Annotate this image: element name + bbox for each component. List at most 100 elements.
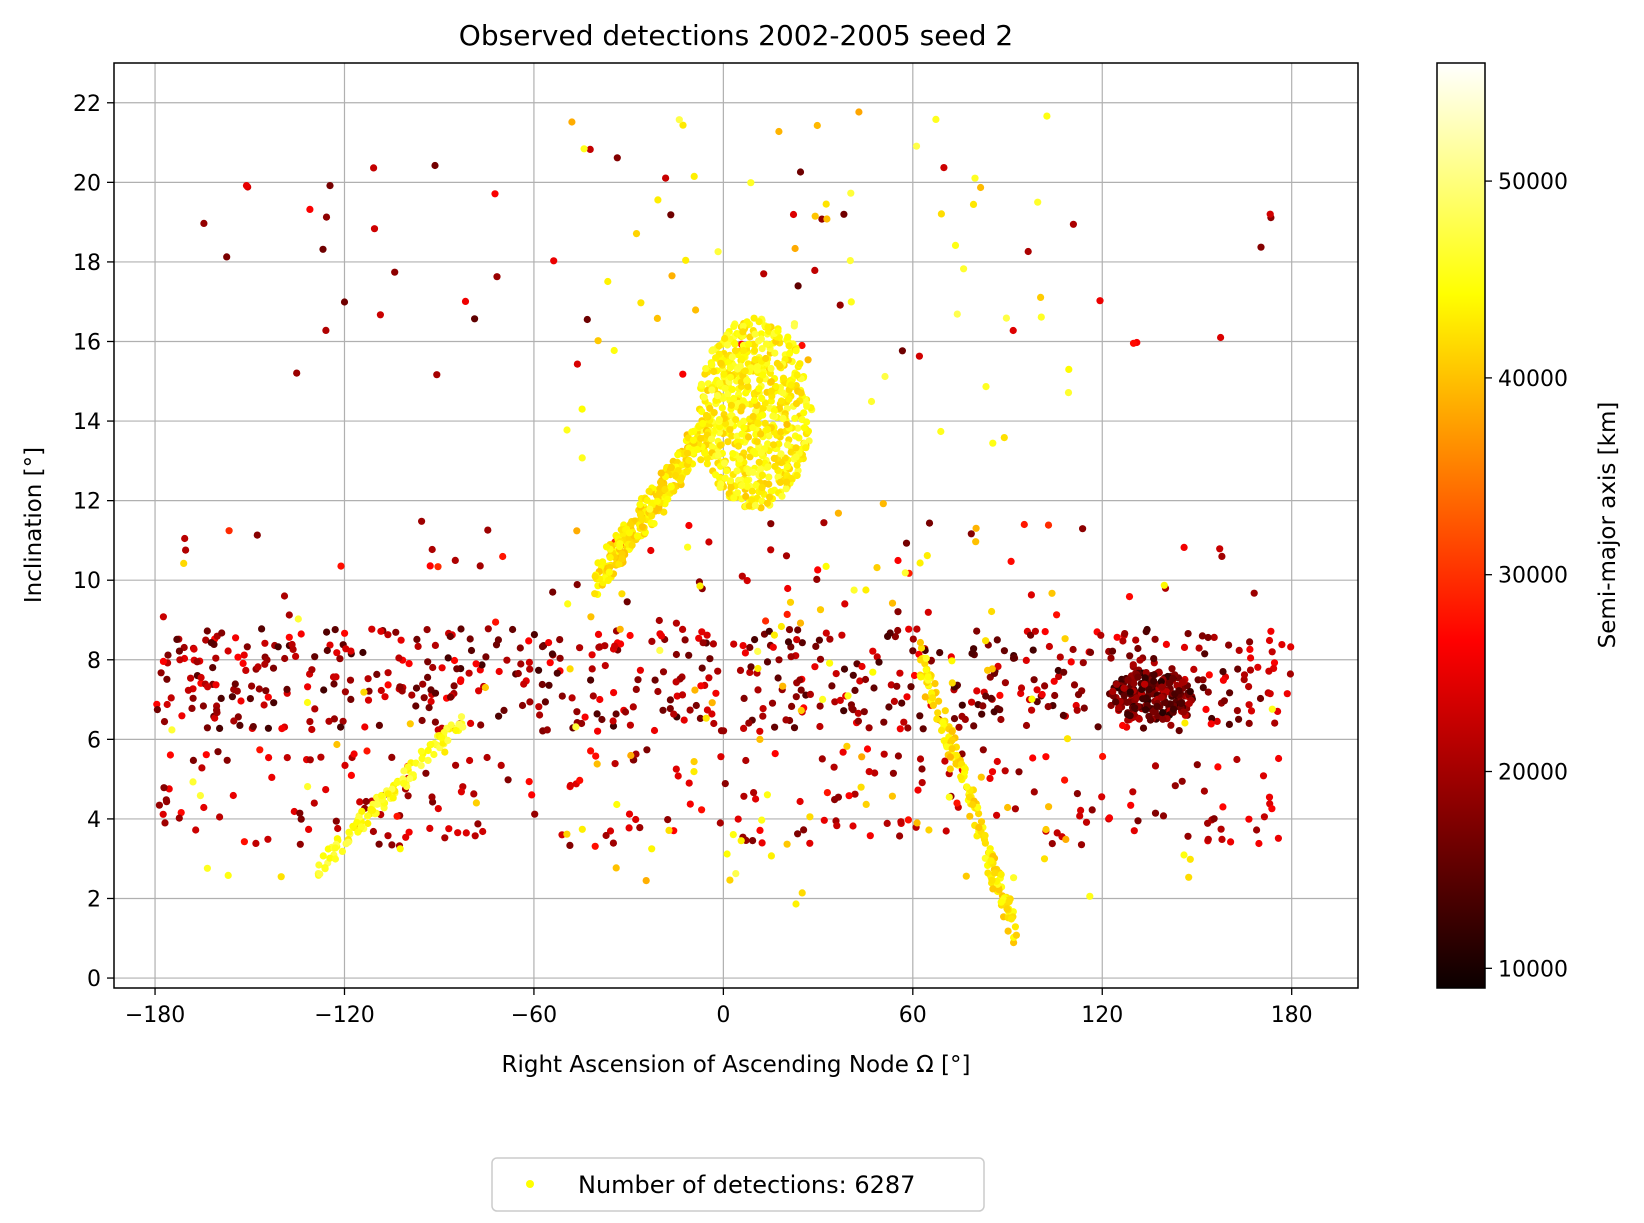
data-point	[199, 702, 207, 710]
data-point	[1022, 721, 1031, 730]
data-point	[792, 900, 800, 908]
data-point	[789, 210, 798, 219]
data-point	[1157, 678, 1165, 686]
data-point	[1162, 640, 1170, 649]
data-point	[1150, 677, 1158, 685]
y-axis-ticks: 0 2 4 6 8 10 12 14 16 18 20 22	[73, 92, 114, 992]
data-point	[1005, 898, 1013, 906]
data-point	[1073, 790, 1081, 798]
data-point	[377, 791, 385, 800]
data-point	[975, 823, 983, 832]
data-point	[254, 663, 262, 671]
data-point	[759, 705, 767, 713]
data-point	[800, 826, 808, 834]
data-point	[966, 812, 974, 820]
data-point	[1130, 704, 1139, 712]
data-point	[996, 706, 1004, 714]
data-point	[845, 792, 853, 800]
data-point	[576, 644, 584, 652]
data-point	[214, 748, 222, 756]
x-axis-ticks: −180 −120 −60 0 60 120 180	[125, 988, 1313, 1028]
data-point	[602, 543, 611, 551]
data-point	[738, 355, 746, 363]
data-point	[708, 386, 716, 394]
data-point	[1245, 701, 1253, 709]
data-point	[337, 723, 345, 731]
data-point	[767, 378, 775, 386]
colorbar-tick-label: 50000	[1498, 170, 1568, 195]
data-point	[887, 681, 895, 689]
data-point	[558, 692, 566, 700]
data-point	[918, 765, 926, 773]
data-point	[294, 615, 302, 623]
data-point	[659, 668, 668, 676]
data-point	[548, 650, 557, 658]
data-point	[1050, 677, 1058, 685]
data-point	[834, 793, 843, 801]
data-point	[977, 818, 986, 826]
data-point	[339, 717, 347, 725]
data-point	[753, 438, 761, 446]
data-point	[1028, 695, 1036, 703]
data-point	[762, 354, 770, 363]
data-point	[1030, 676, 1038, 684]
data-point	[1007, 557, 1015, 566]
data-point	[756, 735, 764, 744]
data-point	[726, 876, 734, 884]
data-point	[1210, 815, 1218, 823]
data-point	[721, 780, 729, 788]
data-point	[636, 501, 644, 509]
data-point	[514, 669, 522, 678]
data-point	[417, 747, 425, 755]
data-point	[784, 584, 792, 593]
data-point	[538, 680, 546, 689]
data-point	[664, 495, 672, 503]
data-point	[804, 356, 812, 364]
data-point	[236, 721, 244, 730]
data-point	[466, 756, 474, 765]
data-point	[451, 556, 459, 565]
data-point	[700, 393, 708, 401]
data-point	[791, 244, 799, 253]
data-point	[384, 790, 392, 798]
data-point	[1029, 646, 1037, 654]
data-point	[431, 718, 439, 726]
data-point	[716, 441, 725, 449]
data-point	[331, 844, 339, 852]
data-point	[743, 477, 751, 485]
data-point	[721, 334, 729, 343]
data-point	[1139, 695, 1147, 703]
data-point	[714, 451, 722, 459]
data-point	[1186, 855, 1194, 863]
data-point	[803, 418, 811, 426]
data-point	[701, 370, 709, 378]
data-point	[792, 400, 801, 408]
data-point	[618, 590, 626, 598]
data-point	[1225, 720, 1233, 729]
data-point	[1266, 210, 1274, 218]
data-point	[1077, 841, 1086, 849]
data-point	[160, 718, 169, 726]
colorbar-tick-label: 20000	[1498, 761, 1568, 786]
data-point	[775, 656, 783, 664]
data-point	[946, 765, 954, 773]
data-point	[589, 692, 597, 700]
data-point	[242, 182, 251, 190]
data-point	[240, 651, 248, 659]
data-point	[1255, 839, 1263, 848]
data-point	[467, 646, 476, 655]
data-point	[375, 840, 383, 848]
y-tick-label: 12	[73, 490, 101, 515]
data-point	[1042, 825, 1050, 834]
data-point	[1166, 700, 1174, 708]
data-point	[988, 665, 996, 673]
data-point	[332, 817, 340, 825]
y-tick-label: 10	[73, 569, 101, 594]
data-point	[310, 799, 318, 807]
data-point	[918, 779, 926, 787]
data-point	[696, 714, 705, 723]
data-point	[187, 674, 195, 682]
data-point	[794, 830, 802, 838]
data-point	[745, 502, 753, 510]
data-point	[854, 717, 863, 725]
